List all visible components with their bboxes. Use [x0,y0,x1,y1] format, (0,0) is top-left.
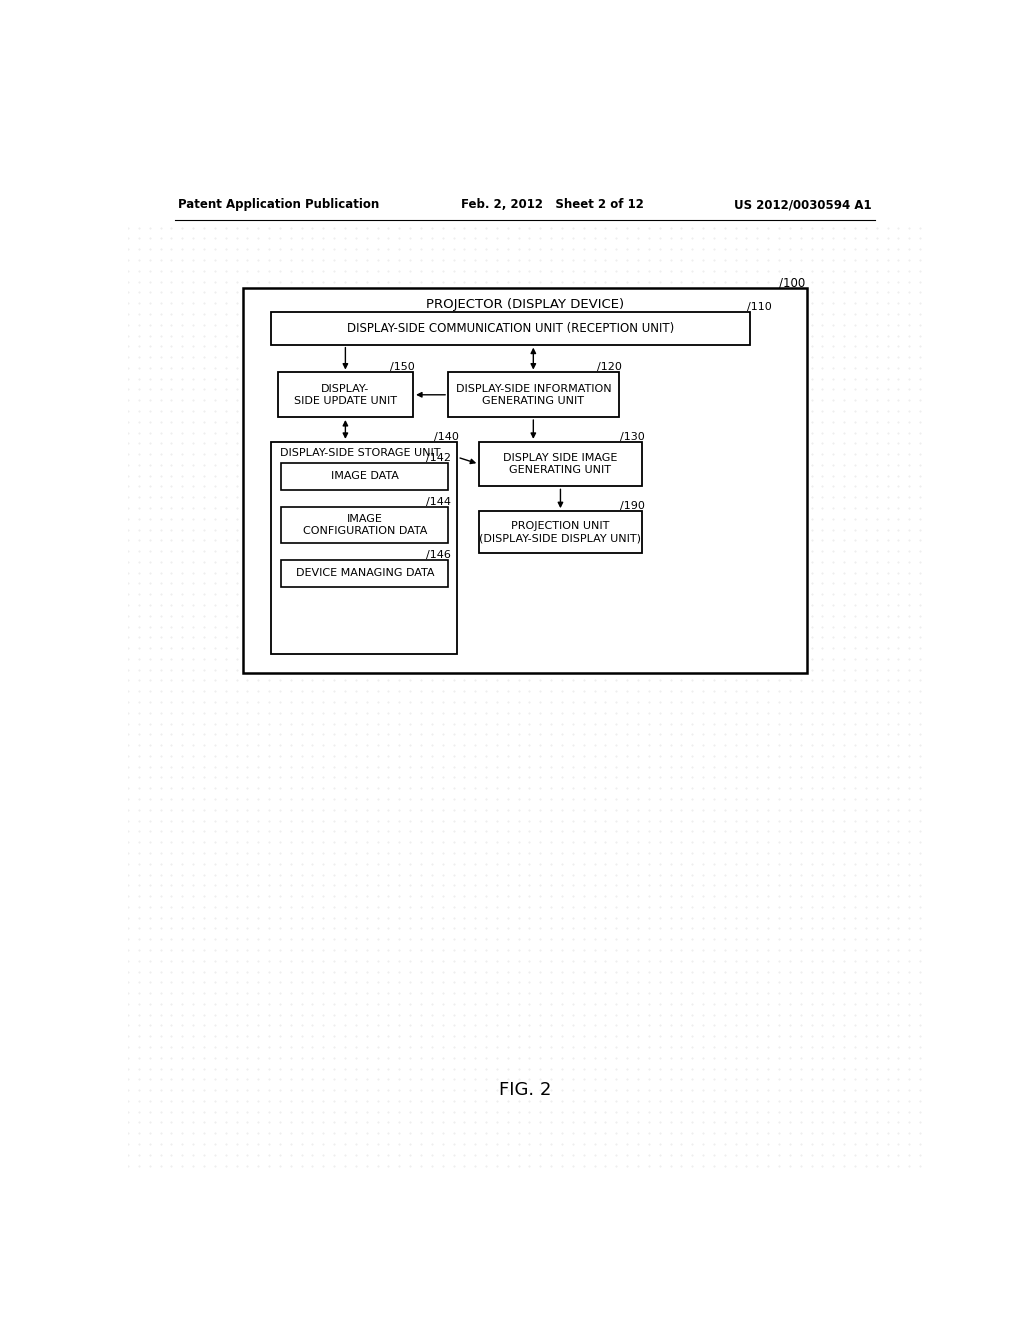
Text: FIG. 2: FIG. 2 [499,1081,551,1100]
Bar [479,442,642,487]
Bar [243,288,807,673]
Text: US 2012/0030594 A1: US 2012/0030594 A1 [734,198,872,211]
Text: /190: /190 [621,502,645,511]
Text: /110: /110 [748,302,772,313]
Text: /140: /140 [434,432,459,442]
Text: PROJECTION UNIT
(DISPLAY-SIDE DISPLAY UNIT): PROJECTION UNIT (DISPLAY-SIDE DISPLAY UN… [479,521,641,543]
Text: /120: /120 [597,363,622,372]
Text: /146: /146 [426,549,452,560]
Bar [271,442,458,653]
Bar [278,372,414,417]
Text: IMAGE DATA: IMAGE DATA [331,471,398,482]
Text: /130: /130 [621,432,645,442]
Text: Patent Application Publication: Patent Application Publication [178,198,380,211]
Bar [282,560,449,587]
Bar [282,462,449,490]
Text: DISPLAY SIDE IMAGE
GENERATING UNIT: DISPLAY SIDE IMAGE GENERATING UNIT [503,453,617,475]
Text: DISPLAY-
SIDE UPDATE UNIT: DISPLAY- SIDE UPDATE UNIT [294,384,397,405]
Bar [271,313,751,345]
Text: /142: /142 [426,453,452,462]
Text: DISPLAY-SIDE COMMUNICATION UNIT (RECEPTION UNIT): DISPLAY-SIDE COMMUNICATION UNIT (RECEPTI… [347,322,675,335]
Text: PROJECTOR (DISPLAY DEVICE): PROJECTOR (DISPLAY DEVICE) [426,298,624,312]
Text: Feb. 2, 2012   Sheet 2 of 12: Feb. 2, 2012 Sheet 2 of 12 [461,198,644,211]
Text: /150: /150 [390,363,415,372]
Text: IMAGE
CONFIGURATION DATA: IMAGE CONFIGURATION DATA [302,513,427,536]
Bar [479,511,642,553]
Text: /100: /100 [779,277,805,290]
Text: DEVICE MANAGING DATA: DEVICE MANAGING DATA [296,569,434,578]
Text: /144: /144 [426,498,452,507]
Bar [449,372,618,417]
Text: DISPLAY-SIDE INFORMATION
GENERATING UNIT: DISPLAY-SIDE INFORMATION GENERATING UNIT [456,384,611,405]
Text: DISPLAY-SIDE STORAGE UNIT: DISPLAY-SIDE STORAGE UNIT [281,447,440,458]
Bar [282,507,449,543]
